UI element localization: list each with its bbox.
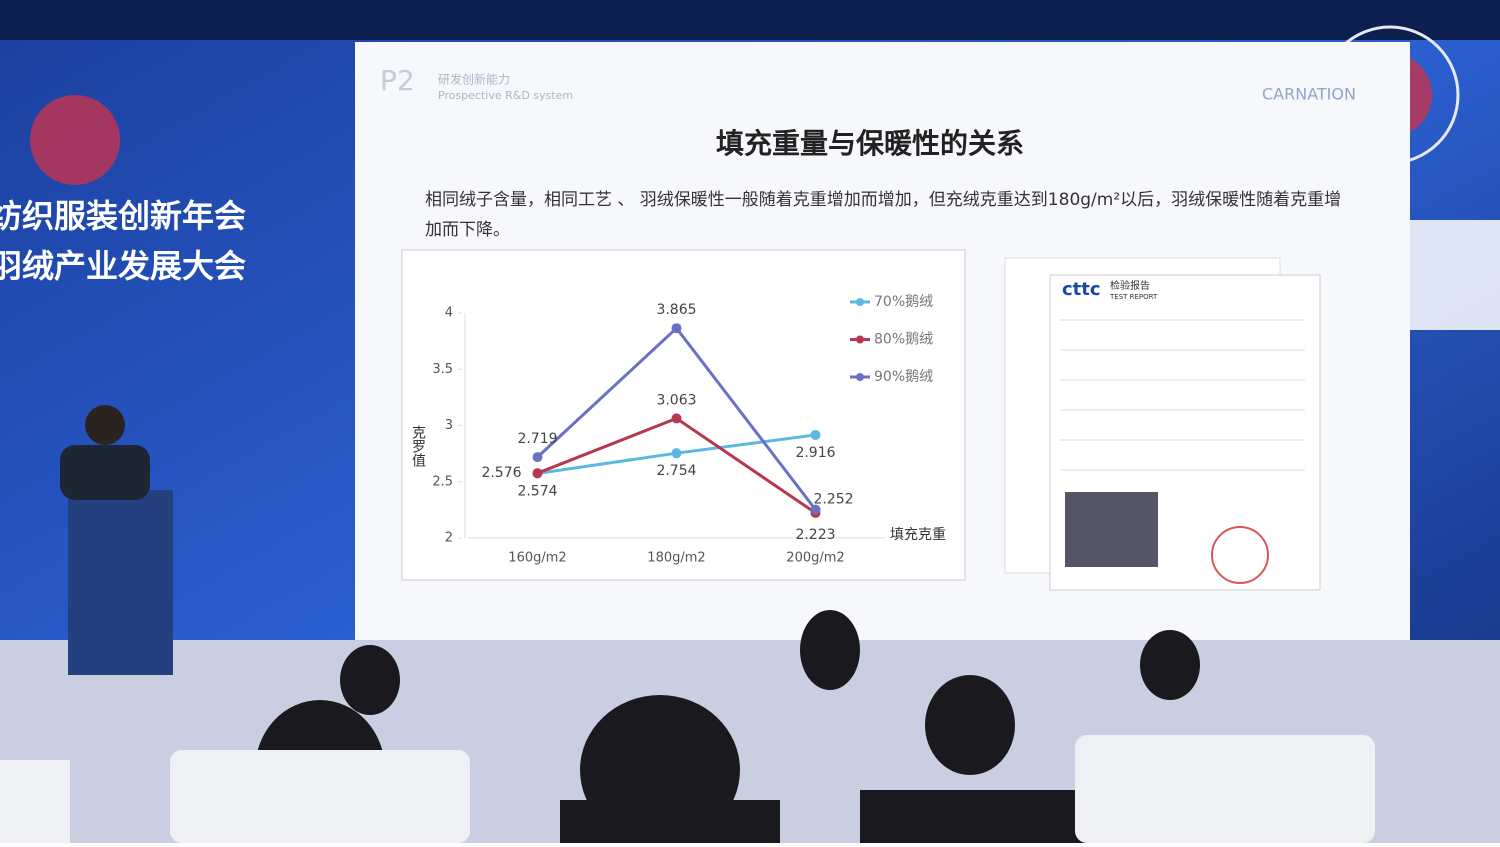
point [532,468,543,479]
legend-dot [856,298,864,306]
chart-title: 填充重量与保暖性的关系 [716,127,1024,160]
legend-dot [856,373,864,381]
ceiling [0,0,1500,40]
y-tick-label: 3.5 [432,362,453,377]
x-tick-label: 160g/m2 [508,551,566,566]
point [671,448,682,459]
slide-page: P2 [380,64,415,97]
brand: CARNATION [1262,85,1356,104]
slide-header: 研发创新能力 [438,72,510,87]
data-label: 3.865 [656,302,696,318]
chart-frame [401,249,966,581]
point [532,452,543,463]
y-tick-label: 3 [445,418,453,433]
legend-label: 70%鹅绒 [874,293,933,310]
speaker-body [60,445,150,500]
report-logo: cttc [1062,279,1101,300]
legend-dot [856,335,864,344]
data-label: 2.252 [813,492,853,508]
y-axis-label: 克罗值 [410,425,426,467]
y-tick-label: 4 [445,306,453,321]
data-label: 2.576 [481,465,521,481]
report-rows [1060,319,1305,471]
stage-text: 羽绒产业发展大会 [0,247,246,285]
data-label: 2.719 [517,431,557,447]
description: 相同绒子含量，相同工艺 、 羽绒保暖性一般随着克重增加而增加，但充绒克重达到18… [425,190,1342,240]
y-tick-label: 2 [445,531,453,546]
legend-label: 90%鹅绒 [874,368,933,385]
point [671,413,682,424]
point [671,323,682,334]
legend-label: 80%鹅绒 [874,331,933,348]
stage-text: 纺织服装创新年会 [0,197,246,235]
data-label: 2.574 [517,483,557,499]
data-label: 2.754 [656,463,696,479]
chairs [0,735,1375,843]
slide-header-en: Prospective R&D system [438,89,573,102]
x-tick-label: 200g/m2 [786,551,844,566]
plot: 2 2.5 3 3.5 4 160g/m2 180g/m2 200g/m2 2.574 2.754… [432,293,933,566]
report-sample [1065,492,1158,567]
speaker-head [85,405,125,445]
data-label: 3.063 [656,392,696,408]
podium [68,490,173,675]
data-label: 2.223 [795,527,835,543]
point [810,429,821,440]
description-box: 相同绒子含量，相同工艺 、 羽绒保暖性一般随着克重增加而增加，但充绒克重达到18… [425,190,1342,240]
point [810,504,821,515]
report-title-en: TEST REPORT [1109,293,1158,301]
x-tick-label: 180g/m2 [647,551,705,566]
report-title: 检验报告 [1110,279,1150,292]
report-stamp [1211,526,1269,584]
x-axis-label: 填充克重 [890,527,946,543]
logo [30,95,120,185]
data-label: 2.916 [795,445,835,461]
y-tick-label: 2.5 [432,474,453,489]
right-banner [1410,220,1500,330]
